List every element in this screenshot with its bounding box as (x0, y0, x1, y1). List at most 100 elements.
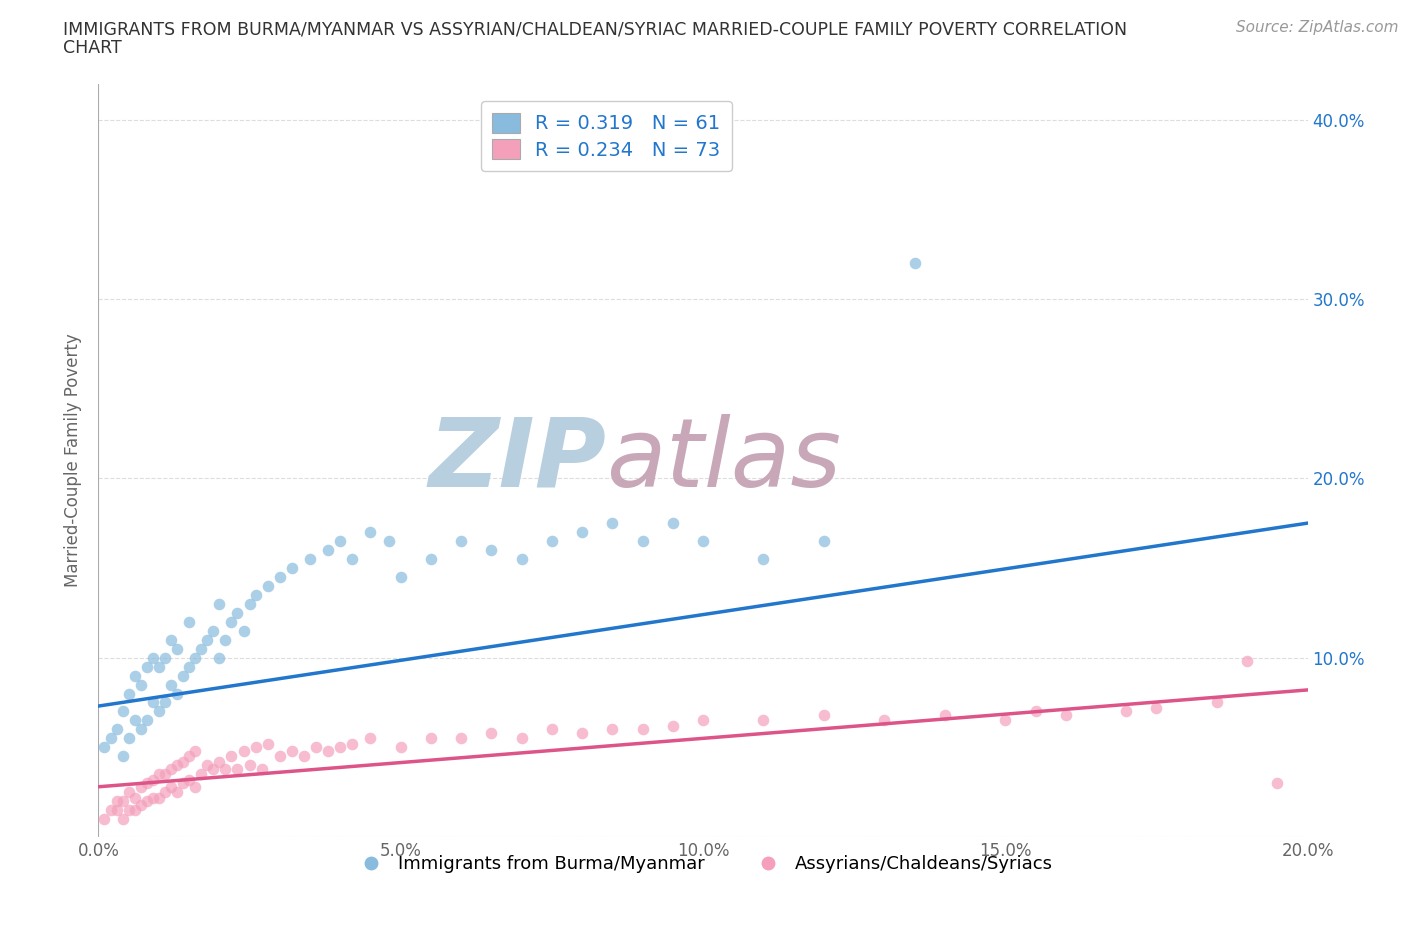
Point (420, 731, 443, 746)
Point (994, 713, 1017, 728)
Point (934, 708, 956, 723)
Text: Source: ZipAtlas.com: Source: ZipAtlas.com (1236, 20, 1399, 35)
Point (360, 525, 382, 539)
Point (172, 776, 194, 790)
Point (184, 650, 207, 665)
Point (111, 812, 134, 827)
Point (631, 534, 654, 549)
Point (389, 740, 412, 755)
Point (752, 551, 775, 566)
Point (269, 569, 291, 584)
Point (602, 515, 624, 530)
Point (752, 713, 775, 728)
Point (661, 515, 683, 530)
Point (292, 749, 315, 764)
Point (221, 749, 243, 764)
Y-axis label: Married-Couple Family Poverty: Married-Couple Family Poverty (65, 334, 83, 587)
Point (135, 659, 157, 674)
Point (239, 758, 262, 773)
Point (1206, 695, 1229, 710)
Point (100, 731, 122, 746)
Point (269, 749, 291, 764)
Text: ZIP: ZIP (429, 414, 606, 507)
Point (160, 677, 183, 692)
Point (420, 551, 443, 566)
Point (142, 772, 165, 787)
Point (571, 725, 593, 740)
Point (631, 722, 654, 737)
Point (214, 632, 236, 647)
Point (1024, 704, 1046, 719)
Point (118, 686, 141, 701)
Point (226, 605, 249, 620)
Point (208, 596, 231, 611)
Point (148, 766, 170, 781)
Point (813, 708, 835, 723)
Point (692, 534, 714, 549)
Point (179, 615, 201, 630)
Point (153, 766, 176, 781)
Text: IMMIGRANTS FROM BURMA/MYANMAR VS ASSYRIAN/CHALDEAN/SYRIAC MARRIED-COUPLE FAMILY : IMMIGRANTS FROM BURMA/MYANMAR VS ASSYRIA… (63, 20, 1128, 38)
Point (571, 525, 593, 539)
Point (510, 551, 533, 566)
Point (540, 534, 562, 549)
Point (1054, 708, 1077, 723)
Point (299, 551, 322, 566)
Point (105, 722, 128, 737)
Point (540, 722, 562, 737)
Point (232, 623, 254, 638)
Point (129, 677, 152, 692)
Point (256, 578, 278, 593)
Point (195, 632, 218, 647)
Point (166, 686, 188, 701)
Point (153, 695, 176, 710)
Point (360, 731, 382, 746)
Point (93, 740, 115, 755)
Point (166, 758, 188, 773)
Point (190, 766, 212, 781)
Point (256, 737, 278, 751)
Point (118, 803, 141, 817)
Point (160, 779, 183, 794)
Point (1267, 776, 1289, 790)
Point (135, 713, 157, 728)
Point (481, 542, 503, 557)
Point (873, 713, 896, 728)
Point (124, 803, 146, 817)
Point (202, 623, 225, 638)
Point (281, 561, 304, 576)
Point (124, 790, 146, 805)
Point (377, 534, 399, 549)
Point (148, 704, 170, 719)
Point (1115, 704, 1137, 719)
Point (124, 713, 146, 728)
Point (93, 812, 115, 827)
Point (1236, 654, 1258, 669)
Point (316, 542, 339, 557)
Point (111, 704, 134, 719)
Point (221, 615, 243, 630)
Point (481, 725, 503, 740)
Point (184, 779, 207, 794)
Point (179, 772, 201, 787)
Point (692, 713, 714, 728)
Point (172, 754, 194, 769)
Point (190, 642, 212, 657)
Point (135, 793, 157, 808)
Point (118, 731, 141, 746)
Point (450, 731, 472, 746)
Point (232, 743, 254, 758)
Point (172, 668, 194, 683)
Point (166, 785, 188, 800)
Point (153, 650, 176, 665)
Point (148, 790, 170, 805)
Point (129, 779, 152, 794)
Text: CHART: CHART (63, 39, 122, 57)
Point (226, 762, 249, 777)
Point (239, 596, 262, 611)
Point (179, 659, 201, 674)
Point (214, 762, 236, 777)
Point (245, 740, 267, 755)
Point (329, 740, 352, 755)
Point (202, 762, 225, 777)
